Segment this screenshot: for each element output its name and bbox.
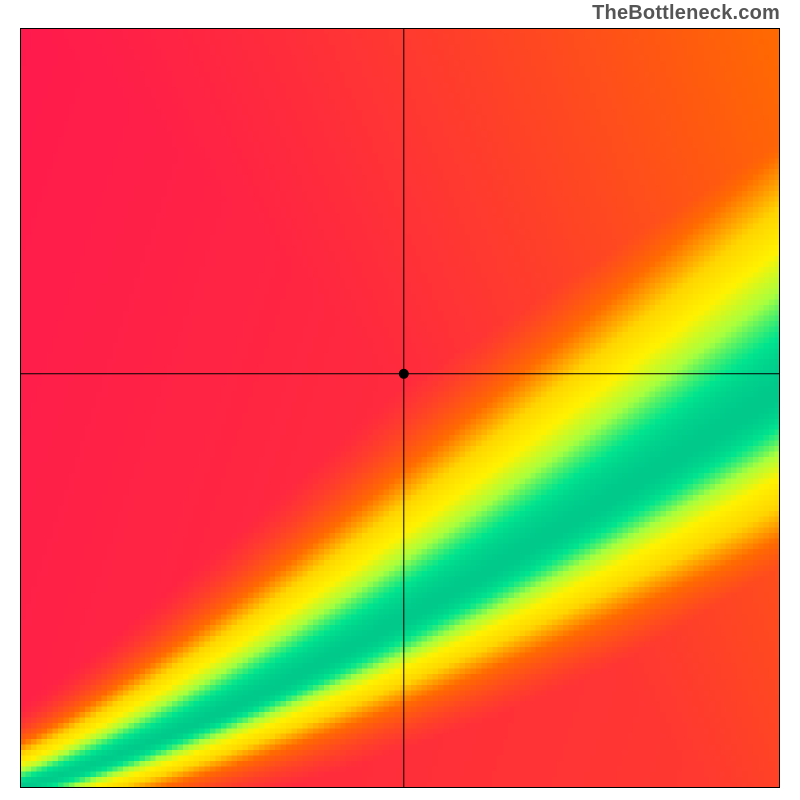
chart-container: TheBottleneck.com: [0, 0, 800, 800]
watermark-text: TheBottleneck.com: [592, 2, 780, 25]
heatmap-plot: [20, 28, 780, 788]
